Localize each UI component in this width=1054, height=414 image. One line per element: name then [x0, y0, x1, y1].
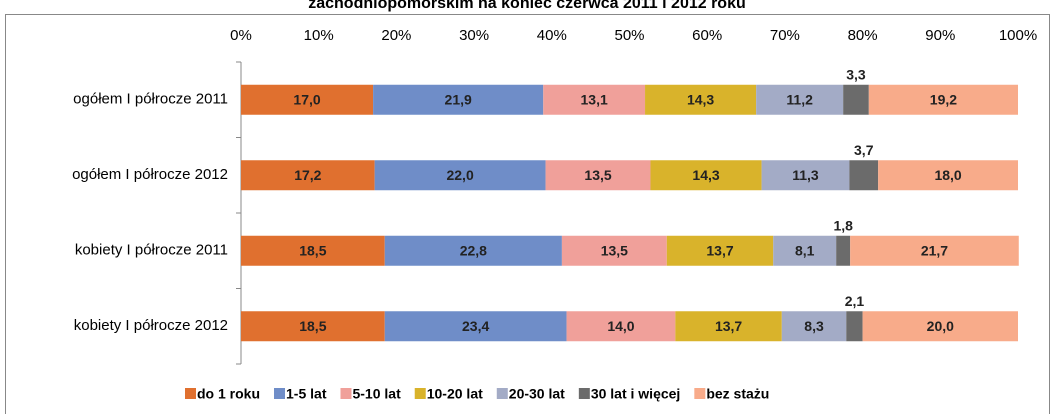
value-label: 13,7: [715, 318, 742, 334]
value-label: 3,3: [846, 66, 866, 82]
value-label: 17,0: [293, 91, 320, 107]
value-label: 14,3: [687, 91, 714, 107]
legend-swatch: [185, 388, 196, 399]
value-label: 18,5: [299, 242, 326, 258]
value-label: 22,8: [460, 242, 487, 258]
value-label: 8,1: [795, 242, 815, 258]
x-tick-label: 10%: [304, 27, 334, 44]
value-label: 3,7: [854, 142, 874, 158]
bar-segment: [836, 235, 851, 266]
bar-segment: [241, 160, 375, 191]
x-tick-label: 50%: [614, 27, 644, 44]
bar-segment: [645, 84, 757, 115]
bar-segment: [241, 311, 385, 342]
bar-segment: [878, 160, 1018, 191]
x-tick-label: 90%: [925, 27, 955, 44]
value-label: 19,2: [930, 91, 957, 107]
y-tick-label: kobiety I półrocze 2011: [75, 242, 228, 259]
value-label: 13,7: [706, 242, 733, 258]
bar-segment: [650, 160, 762, 191]
value-label: 18,0: [934, 167, 961, 183]
bar-segment: [666, 235, 774, 266]
x-tick-label: 40%: [537, 27, 567, 44]
bar-segment: [849, 160, 879, 191]
bar-segment: [846, 311, 863, 342]
bar-segment: [761, 160, 850, 191]
legend-label: 30 lat i więcej: [591, 386, 681, 402]
value-label: 18,5: [299, 318, 326, 334]
bar-segment: [373, 84, 544, 115]
x-tick-label: 30%: [459, 27, 489, 44]
value-label: 11,2: [786, 91, 813, 107]
x-tick-label: 70%: [770, 27, 800, 44]
value-label: 8,3: [804, 318, 824, 334]
value-label: 11,3: [792, 167, 819, 183]
value-label: 14,3: [692, 167, 719, 183]
x-tick-label: 100%: [999, 27, 1037, 44]
value-label: 1,8: [833, 217, 853, 233]
bar-segment: [756, 84, 844, 115]
bar-segment: [781, 311, 847, 342]
value-label: 13,5: [601, 242, 628, 258]
legend-label: 5-10 lat: [352, 386, 401, 402]
value-label: 20,0: [927, 318, 954, 334]
value-label: 21,7: [921, 242, 948, 258]
value-label: 21,9: [445, 91, 472, 107]
bar-segment: [384, 235, 562, 266]
value-label: 22,0: [446, 167, 473, 183]
bar-segment: [545, 160, 651, 191]
legend-label: 1-5 lat: [286, 386, 327, 402]
legend-label: bez stażu: [706, 386, 769, 402]
bar-segment: [675, 311, 782, 342]
bar-segment: [566, 311, 676, 342]
legend-swatch: [694, 388, 706, 399]
x-tick-label: 0%: [230, 27, 252, 44]
bar-segment: [374, 160, 546, 191]
value-label: 14,0: [607, 318, 634, 334]
legend-swatch: [496, 388, 508, 399]
bar-segment: [850, 235, 1019, 266]
bar-segment: [543, 84, 646, 115]
bar-segment: [868, 84, 1018, 115]
bar-segment: [862, 311, 1018, 342]
x-tick-label: 60%: [692, 27, 722, 44]
chart-frame: [5, 14, 1050, 414]
value-label: 2,1: [845, 293, 865, 309]
chart-title: zachodniopomorskim na koniec czerwca 201…: [308, 0, 746, 12]
bar-segment: [241, 84, 374, 115]
y-tick-label: ogółem I półrocze 2012: [72, 166, 228, 183]
legend-label: do 1 roku: [197, 386, 260, 402]
y-tick-label: kobiety I półrocze 2012: [74, 317, 228, 334]
bar-segment: [773, 235, 837, 266]
value-label: 17,2: [294, 167, 321, 183]
legend-swatch: [578, 388, 590, 399]
x-tick-label: 80%: [848, 27, 878, 44]
bar-segment: [241, 235, 385, 266]
value-label: 13,5: [584, 167, 611, 183]
legend-swatch: [414, 388, 426, 399]
bar-segment: [561, 235, 667, 266]
x-tick-label: 20%: [381, 27, 411, 44]
bar-segment: [384, 311, 567, 342]
legend-label: 20-30 lat: [509, 386, 565, 402]
value-label: 23,4: [462, 318, 489, 334]
value-label: 13,1: [581, 91, 608, 107]
legend-swatch: [274, 388, 286, 399]
bar-segment: [843, 84, 869, 115]
legend-swatch: [340, 388, 352, 399]
y-tick-label: ogółem I półrocze 2011: [73, 91, 228, 108]
legend-label: 10-20 lat: [427, 386, 483, 402]
